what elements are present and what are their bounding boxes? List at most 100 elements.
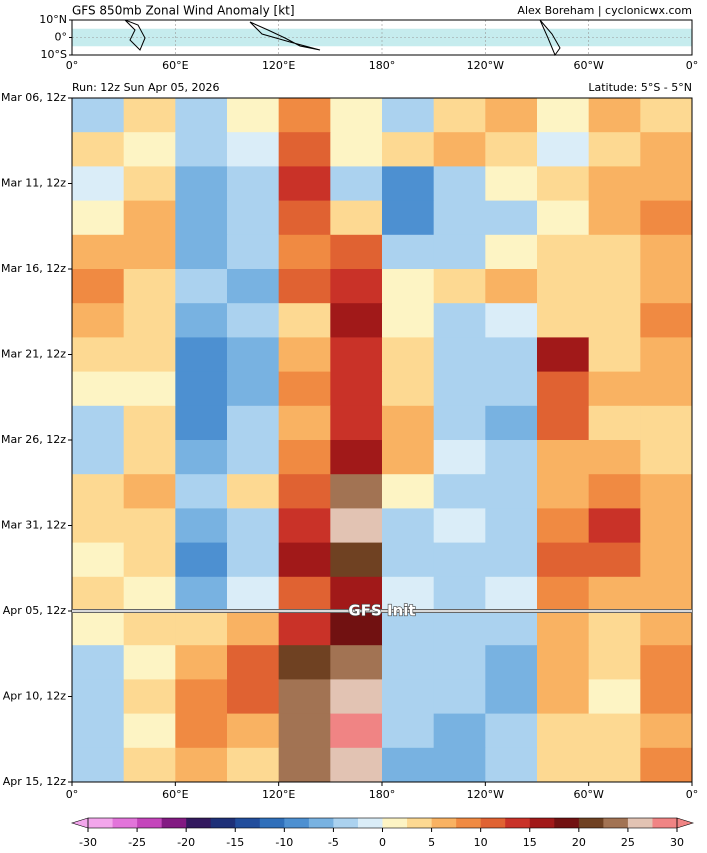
heat-cell bbox=[72, 508, 125, 544]
heat-cell bbox=[537, 645, 590, 680]
heat-cell bbox=[485, 474, 538, 509]
heat-cell bbox=[330, 166, 383, 202]
run-label: Run: 12z Sun Apr 05, 2026 bbox=[72, 81, 220, 94]
colorbar-swatch bbox=[480, 818, 506, 828]
heat-cell bbox=[640, 713, 693, 749]
heat-cell bbox=[640, 611, 693, 646]
heat-cell bbox=[382, 440, 435, 475]
heat-cell bbox=[382, 166, 435, 202]
heat-cell bbox=[588, 679, 641, 715]
colorbar-swatch bbox=[137, 818, 162, 828]
heat-cell bbox=[227, 166, 280, 202]
heat-cell bbox=[227, 269, 280, 304]
heat-cell bbox=[123, 508, 176, 544]
heat-cell bbox=[485, 269, 538, 304]
heat-cell bbox=[175, 269, 228, 304]
heat-cell bbox=[278, 234, 331, 270]
heat-cell bbox=[72, 611, 125, 646]
heat-cell bbox=[537, 371, 590, 407]
colorbar-swatch bbox=[407, 818, 432, 828]
colorbar-tick-label: 10 bbox=[474, 836, 488, 849]
heat-cell bbox=[123, 645, 176, 680]
heat-cell bbox=[227, 337, 280, 373]
heat-cell bbox=[175, 200, 228, 236]
heat-cell bbox=[588, 542, 641, 578]
heat-cell bbox=[537, 508, 590, 544]
colorbar-tick-label: -25 bbox=[128, 836, 146, 849]
heat-cell bbox=[588, 645, 641, 680]
heat-cell bbox=[175, 132, 228, 167]
heat-cell bbox=[382, 132, 435, 167]
heat-cell bbox=[175, 576, 228, 612]
heat-cell bbox=[537, 747, 590, 783]
colorbar-tick-label: 15 bbox=[523, 836, 537, 849]
heat-cell bbox=[433, 166, 486, 202]
heat-cell bbox=[123, 542, 176, 578]
heat-cell bbox=[382, 679, 435, 715]
heat-cell bbox=[175, 713, 228, 749]
heat-cell bbox=[433, 405, 486, 441]
heat-cell bbox=[588, 747, 641, 783]
heat-cell bbox=[537, 474, 590, 509]
heat-cell bbox=[330, 132, 383, 167]
heat-cell bbox=[330, 200, 383, 236]
colorbar-swatch bbox=[357, 818, 383, 828]
heat-cell bbox=[72, 234, 125, 270]
colorbar-swatch bbox=[284, 818, 310, 828]
x-tick-label: 0° bbox=[66, 788, 79, 801]
heat-cell bbox=[227, 98, 280, 133]
heat-cell bbox=[537, 303, 590, 338]
heat-cell bbox=[278, 371, 331, 407]
heat-cell bbox=[175, 405, 228, 441]
y-tick-label: Apr 05, 12z bbox=[3, 604, 67, 617]
heat-cell bbox=[588, 405, 641, 441]
heat-cell bbox=[123, 98, 176, 133]
heat-cell bbox=[330, 440, 383, 475]
map-x-tick-label: 120°E bbox=[262, 59, 295, 72]
heat-cell bbox=[72, 405, 125, 441]
heat-cell bbox=[227, 576, 280, 612]
heat-cell bbox=[640, 132, 693, 167]
heat-cell bbox=[485, 440, 538, 475]
heat-cell bbox=[433, 269, 486, 304]
heat-cell bbox=[588, 234, 641, 270]
heat-cell bbox=[227, 747, 280, 783]
heat-cell bbox=[123, 303, 176, 338]
colorbar-swatch bbox=[161, 818, 187, 828]
heat-cell bbox=[485, 611, 538, 646]
heat-cell bbox=[640, 474, 693, 509]
colorbar-swatch bbox=[210, 818, 236, 828]
heat-cell bbox=[72, 747, 125, 783]
heat-cell bbox=[640, 679, 693, 715]
heat-cell bbox=[433, 576, 486, 612]
heat-cell bbox=[537, 337, 590, 373]
heat-cell bbox=[330, 337, 383, 373]
heat-cell bbox=[485, 166, 538, 202]
heat-cell bbox=[72, 645, 125, 680]
heat-cell bbox=[123, 200, 176, 236]
heat-cell bbox=[227, 474, 280, 509]
heat-cell bbox=[123, 166, 176, 202]
heat-cell bbox=[485, 234, 538, 270]
heat-cell bbox=[227, 645, 280, 680]
heat-cell bbox=[175, 747, 228, 783]
heat-cell bbox=[227, 371, 280, 407]
heat-cell bbox=[123, 576, 176, 612]
colorbar-swatch bbox=[186, 818, 212, 828]
heat-cell bbox=[382, 303, 435, 338]
heat-cell bbox=[640, 405, 693, 441]
heat-cell bbox=[123, 234, 176, 270]
y-tick-label: Mar 26, 12z bbox=[1, 433, 66, 446]
y-tick-label: Mar 06, 12z bbox=[1, 91, 66, 104]
heat-cell bbox=[278, 337, 331, 373]
colorbar-swatch bbox=[603, 818, 629, 828]
heat-cell bbox=[537, 269, 590, 304]
coastline bbox=[249, 21, 321, 51]
heat-cell bbox=[72, 303, 125, 338]
heat-cell bbox=[278, 508, 331, 544]
heat-cell bbox=[278, 576, 331, 612]
colorbar-swatch bbox=[456, 818, 481, 828]
heat-cell bbox=[433, 611, 486, 646]
heat-cell bbox=[278, 166, 331, 202]
heat-cell bbox=[588, 200, 641, 236]
